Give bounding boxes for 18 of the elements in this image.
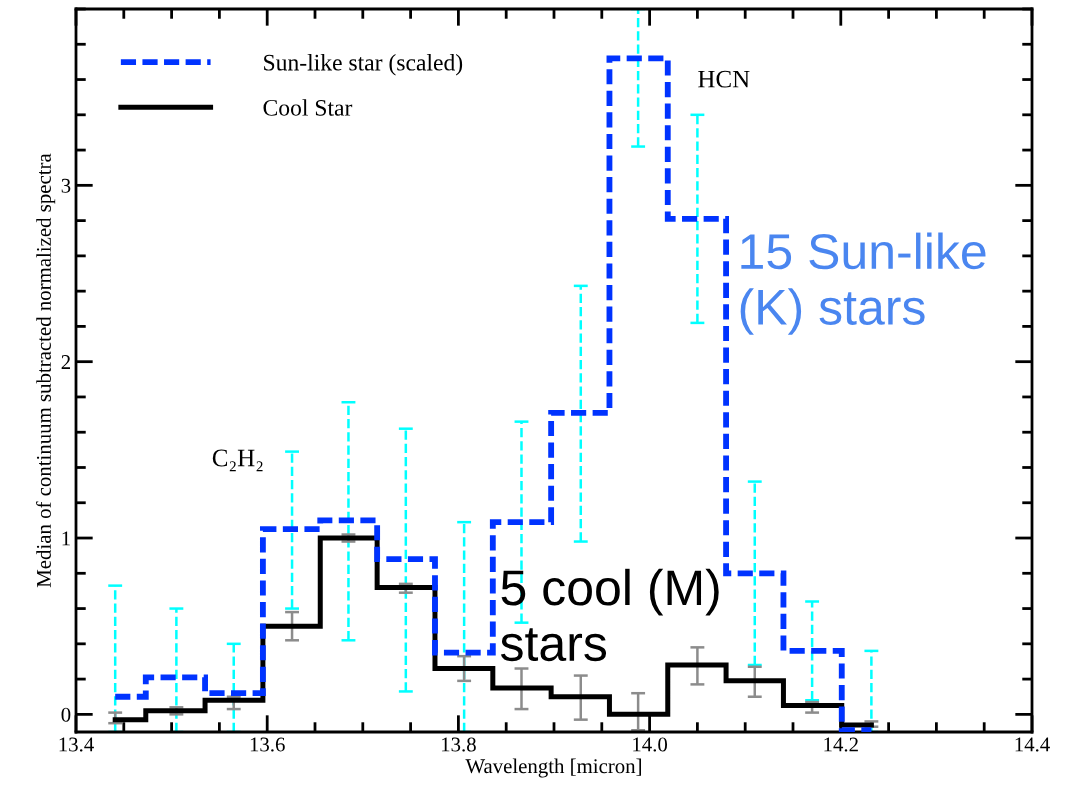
annotation: 15 Sun-like (K) stars [740,232,986,335]
x-tick-label: 13.8 [442,737,476,752]
x-tick-label: 14.2 [824,737,858,752]
y-tick-label: 3 [61,178,71,193]
y-tick-label: 1 [62,531,70,546]
x-tick-label: 14.0 [633,737,668,752]
legend-label: Sun-like star (scaled) [264,54,463,76]
x-tick-label: 14.4 [1015,737,1050,752]
annotation: C₂H₂ [212,449,263,472]
annotation: HCN [698,70,750,88]
x-axis-title: Wavelength [micron] [465,758,641,778]
legend-label: Cool Star [263,99,353,116]
y-tick-label: 2 [61,355,70,369]
y-tick-label: 0 [61,707,71,722]
y-axis-title: Median of continuum subtracted normalized spectra [36,153,56,588]
x-tick-label: 13.6 [250,737,285,752]
annotation: 5 cool (M) stars [500,568,719,662]
x-tick-label: 13.4 [59,737,94,752]
